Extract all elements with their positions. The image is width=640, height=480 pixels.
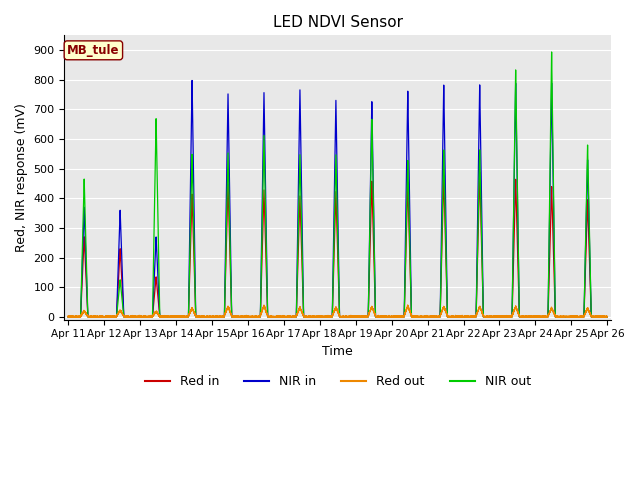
Legend: Red in, NIR in, Red out, NIR out: Red in, NIR in, Red out, NIR out [140,370,536,393]
Text: MB_tule: MB_tule [67,44,120,57]
Title: LED NDVI Sensor: LED NDVI Sensor [273,15,403,30]
Y-axis label: Red, NIR response (mV): Red, NIR response (mV) [15,103,28,252]
X-axis label: Time: Time [323,345,353,358]
